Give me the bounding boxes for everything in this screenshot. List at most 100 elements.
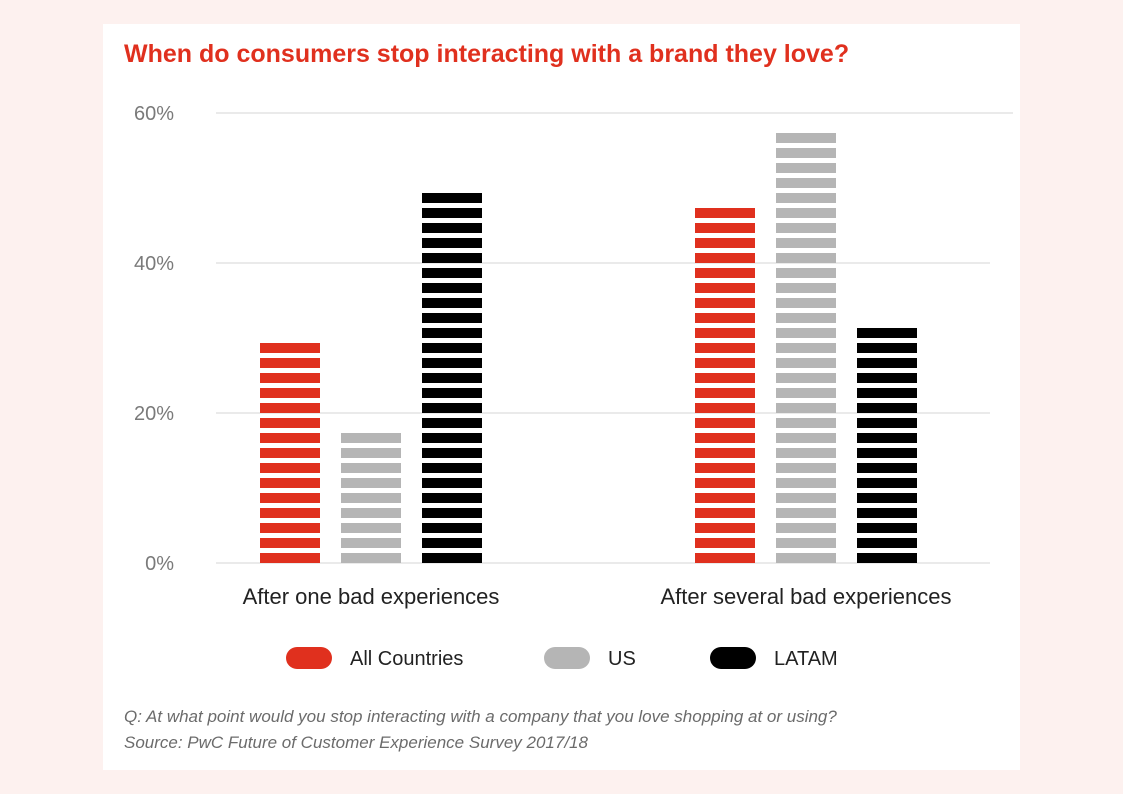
bar-stripe (422, 433, 482, 443)
bar-stripe (776, 238, 836, 248)
bar (857, 328, 917, 563)
bar-stripe (857, 538, 917, 548)
bar-stripe (422, 313, 482, 323)
bar-stripe (857, 493, 917, 503)
bar-stripe (422, 253, 482, 263)
bar-stripe (260, 373, 320, 383)
bar-stripe (422, 193, 482, 203)
bar-stripe (341, 493, 401, 503)
bar-stripe (776, 553, 836, 563)
bar-stripe (776, 508, 836, 518)
bar-stripe (776, 298, 836, 308)
bar-stripe (422, 403, 482, 413)
bar-stripe (695, 208, 755, 218)
bar-stripe (341, 463, 401, 473)
bar-stripe (857, 433, 917, 443)
chart-card: When do consumers stop interacting with … (103, 24, 1020, 770)
bar-stripe (422, 553, 482, 563)
legend-swatch (544, 647, 590, 669)
bar-stripe (422, 418, 482, 428)
bar-stripe (776, 283, 836, 293)
x-category-label: After several bad experiences (660, 584, 951, 609)
bar-stripe (260, 523, 320, 533)
bar-stripe (695, 403, 755, 413)
bar-stripe (422, 328, 482, 338)
bar (776, 133, 836, 563)
bar-chart: 0% 20% 40% 60% After one bad experiences Afte… (134, 103, 1013, 670)
bar-stripe (776, 493, 836, 503)
bar-stripe (260, 388, 320, 398)
bar-stripe (422, 358, 482, 368)
bar-stripe (341, 448, 401, 458)
bar (341, 433, 401, 563)
bar-stripe (422, 208, 482, 218)
bar-stripe (422, 268, 482, 278)
bar-stripe (695, 448, 755, 458)
bar-stripe (695, 553, 755, 563)
bar-stripe (422, 343, 482, 353)
bar-stripe (695, 508, 755, 518)
bar-stripe (776, 523, 836, 533)
y-tick-label: 60% (134, 103, 174, 125)
legend-label: US (608, 648, 636, 670)
bar-stripe (695, 358, 755, 368)
bar-stripe (695, 523, 755, 533)
bar (422, 193, 482, 563)
bar-stripe (776, 463, 836, 473)
bar-stripe (341, 478, 401, 488)
bar-stripe (776, 388, 836, 398)
bar-stripe (422, 463, 482, 473)
y-tick-label: 20% (134, 403, 174, 425)
bar-stripe (422, 388, 482, 398)
bar-stripe (857, 388, 917, 398)
bar-stripe (776, 313, 836, 323)
legend-swatch (286, 647, 332, 669)
bar-stripe (260, 493, 320, 503)
legend-label: All Countries (350, 648, 463, 670)
bar-stripe (695, 538, 755, 548)
bar-stripe (260, 358, 320, 368)
bar-stripe (422, 283, 482, 293)
bar-stripe (695, 373, 755, 383)
source-note: Source: PwC Future of Customer Experienc… (124, 733, 588, 752)
bar-stripe (260, 433, 320, 443)
bar-stripe (857, 403, 917, 413)
bar-stripe (695, 328, 755, 338)
legend-swatch (710, 647, 756, 669)
bar-stripe (695, 418, 755, 428)
bar-stripe (857, 358, 917, 368)
bar-stripe (776, 178, 836, 188)
bar-stripe (776, 268, 836, 278)
bar-stripe (422, 508, 482, 518)
bar-stripe (776, 478, 836, 488)
bar-stripe (857, 478, 917, 488)
bar-stripe (422, 538, 482, 548)
bar-stripe (695, 283, 755, 293)
bar-stripe (260, 403, 320, 413)
bar-stripe (776, 148, 836, 158)
bar-stripe (857, 508, 917, 518)
bar (695, 208, 755, 563)
legend-item: US (544, 647, 636, 670)
bar-stripe (776, 133, 836, 143)
legend-item: All Countries (286, 647, 463, 670)
bar-stripe (695, 463, 755, 473)
bar-stripe (776, 373, 836, 383)
bar-stripe (776, 223, 836, 233)
bar-stripe (260, 463, 320, 473)
bar-stripe (857, 523, 917, 533)
y-tick-label: 40% (134, 253, 174, 275)
bar-stripe (776, 433, 836, 443)
bar-stripe (260, 418, 320, 428)
bar-stripe (422, 238, 482, 248)
bar-stripe (857, 553, 917, 563)
bar-stripe (422, 523, 482, 533)
bar-stripe (422, 448, 482, 458)
bar-stripe (776, 343, 836, 353)
bar-stripe (695, 268, 755, 278)
bar-stripe (695, 238, 755, 248)
bar-stripe (776, 328, 836, 338)
bar-stripe (776, 163, 836, 173)
bar-stripe (422, 478, 482, 488)
bar-stripe (695, 343, 755, 353)
